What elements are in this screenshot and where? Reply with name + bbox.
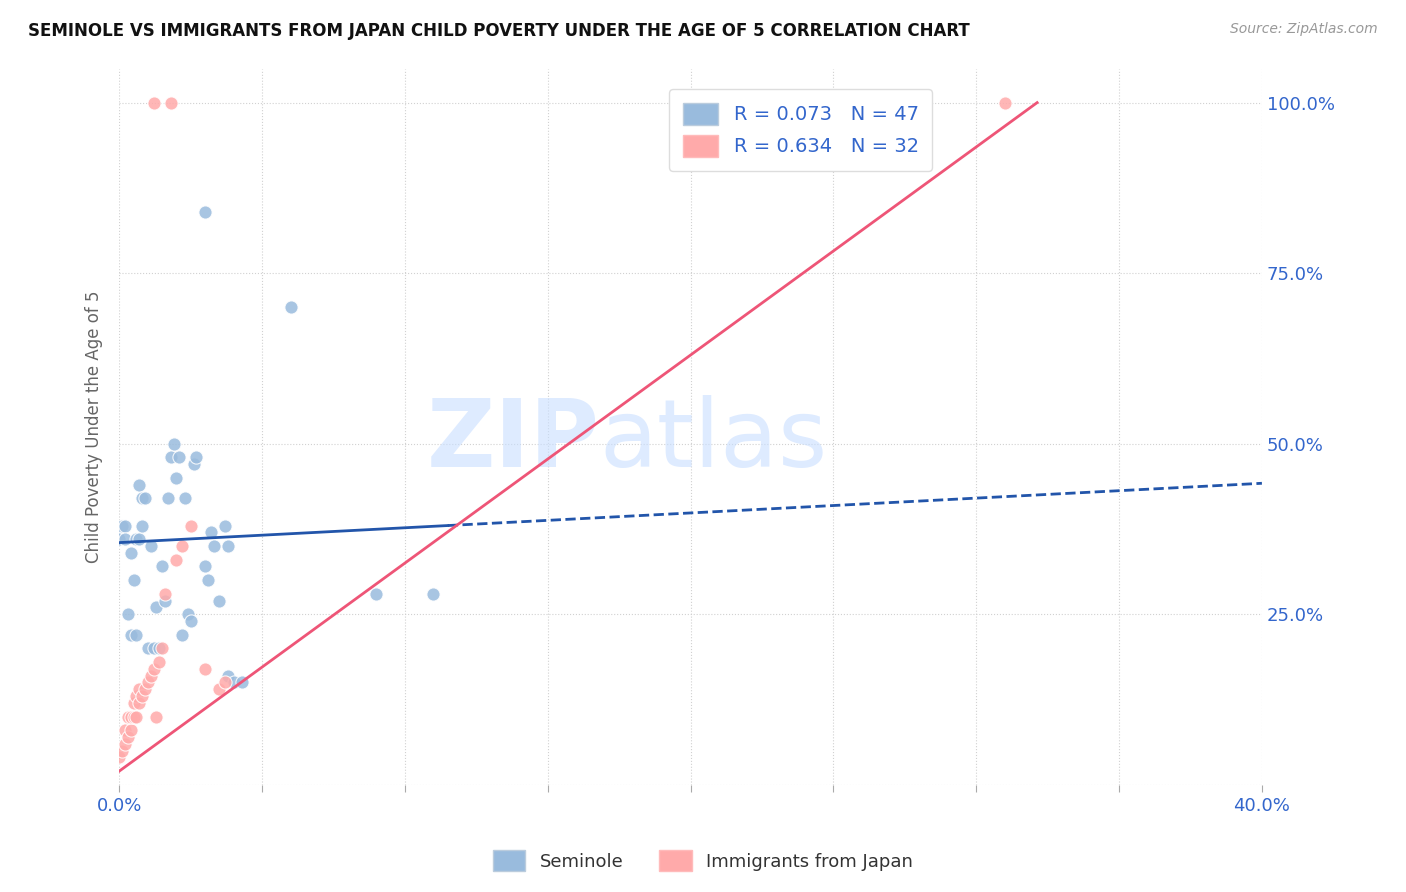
Point bbox=[150, 559, 173, 574]
Point bbox=[111, 518, 134, 533]
Point bbox=[180, 614, 202, 628]
Point bbox=[159, 450, 181, 465]
Point bbox=[222, 675, 245, 690]
Point bbox=[153, 587, 176, 601]
Point bbox=[139, 539, 162, 553]
Point bbox=[183, 457, 205, 471]
Point bbox=[366, 587, 388, 601]
Point bbox=[153, 593, 176, 607]
Legend: R = 0.073   N = 47, R = 0.634   N = 32: R = 0.073 N = 47, R = 0.634 N = 32 bbox=[669, 89, 932, 171]
Point bbox=[142, 641, 165, 656]
Point bbox=[120, 546, 142, 560]
Point bbox=[186, 450, 208, 465]
Point bbox=[180, 518, 202, 533]
Point bbox=[114, 737, 136, 751]
Point bbox=[128, 682, 150, 697]
Point bbox=[125, 709, 148, 723]
Point bbox=[139, 668, 162, 682]
Point bbox=[208, 593, 231, 607]
Point bbox=[122, 709, 145, 723]
Point bbox=[125, 689, 148, 703]
Point bbox=[131, 689, 153, 703]
Point bbox=[150, 641, 173, 656]
Point bbox=[148, 641, 170, 656]
Point bbox=[142, 662, 165, 676]
Point bbox=[128, 477, 150, 491]
Point bbox=[114, 532, 136, 546]
Point bbox=[145, 600, 167, 615]
Point bbox=[128, 532, 150, 546]
Text: Source: ZipAtlas.com: Source: ZipAtlas.com bbox=[1230, 22, 1378, 37]
Point bbox=[125, 532, 148, 546]
Text: ZIP: ZIP bbox=[426, 395, 599, 487]
Point bbox=[108, 532, 131, 546]
Point bbox=[208, 682, 231, 697]
Point bbox=[148, 655, 170, 669]
Point bbox=[165, 471, 187, 485]
Point bbox=[117, 709, 139, 723]
Point bbox=[172, 539, 194, 553]
Point bbox=[114, 518, 136, 533]
Point bbox=[214, 518, 236, 533]
Point bbox=[194, 662, 217, 676]
Point bbox=[134, 491, 156, 506]
Point bbox=[122, 573, 145, 587]
Point bbox=[122, 696, 145, 710]
Point bbox=[177, 607, 200, 622]
Point bbox=[145, 709, 167, 723]
Point bbox=[117, 730, 139, 744]
Point bbox=[142, 95, 165, 110]
Point bbox=[136, 675, 159, 690]
Y-axis label: Child Poverty Under the Age of 5: Child Poverty Under the Age of 5 bbox=[86, 291, 103, 563]
Point bbox=[114, 723, 136, 738]
Point bbox=[125, 628, 148, 642]
Point bbox=[994, 95, 1017, 110]
Point bbox=[131, 518, 153, 533]
Point bbox=[117, 607, 139, 622]
Point bbox=[197, 573, 219, 587]
Point bbox=[159, 95, 181, 110]
Point bbox=[134, 682, 156, 697]
Point bbox=[120, 723, 142, 738]
Point bbox=[165, 552, 187, 566]
Point bbox=[231, 675, 253, 690]
Point bbox=[200, 525, 222, 540]
Point bbox=[194, 559, 217, 574]
Point bbox=[422, 587, 444, 601]
Point bbox=[174, 491, 197, 506]
Point bbox=[194, 204, 217, 219]
Point bbox=[128, 696, 150, 710]
Point bbox=[217, 539, 239, 553]
Point bbox=[217, 668, 239, 682]
Text: atlas: atlas bbox=[599, 395, 827, 487]
Point bbox=[162, 436, 184, 450]
Point bbox=[172, 628, 194, 642]
Point bbox=[280, 300, 302, 314]
Point bbox=[120, 628, 142, 642]
Text: SEMINOLE VS IMMIGRANTS FROM JAPAN CHILD POVERTY UNDER THE AGE OF 5 CORRELATION C: SEMINOLE VS IMMIGRANTS FROM JAPAN CHILD … bbox=[28, 22, 970, 40]
Point bbox=[156, 491, 179, 506]
Point bbox=[214, 675, 236, 690]
Point bbox=[131, 491, 153, 506]
Point bbox=[120, 709, 142, 723]
Point bbox=[202, 539, 225, 553]
Point bbox=[136, 641, 159, 656]
Point bbox=[108, 750, 131, 764]
Point bbox=[111, 744, 134, 758]
Point bbox=[167, 450, 190, 465]
Legend: Seminole, Immigrants from Japan: Seminole, Immigrants from Japan bbox=[485, 843, 921, 879]
